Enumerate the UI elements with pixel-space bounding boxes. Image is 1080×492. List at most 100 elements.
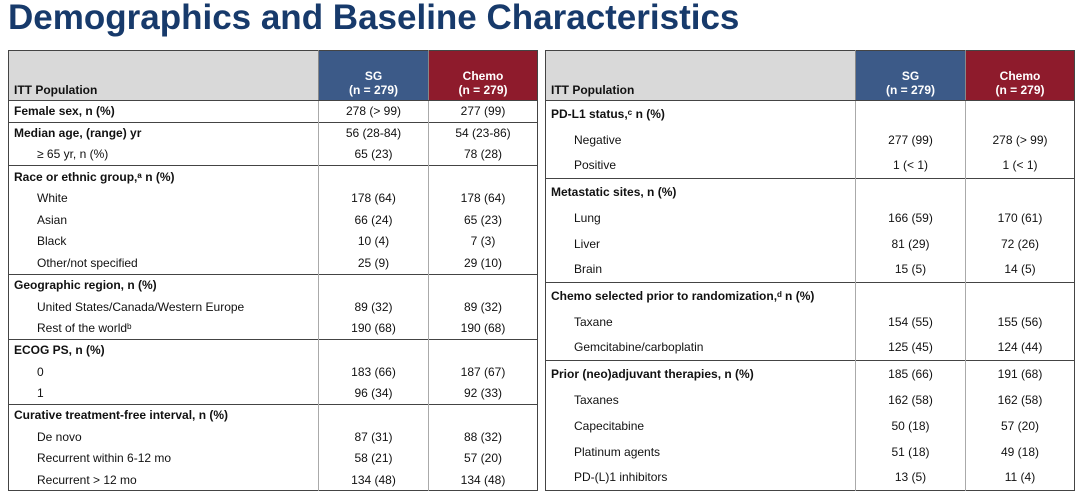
value-sg: 58 (21)	[318, 447, 429, 470]
row-label: Taxanes	[574, 392, 619, 407]
table-row: Liver 81 (29) 72 (26)	[546, 230, 1075, 257]
empty-cell	[428, 338, 538, 361]
header-label: ITT Population	[8, 50, 319, 101]
slide-title: Demographics and Baseline Characteristic…	[8, 0, 740, 37]
value-chemo: 92 (33)	[428, 382, 538, 405]
empty-cell	[855, 178, 966, 205]
row-label: Gemcitabine/carboplatin	[574, 340, 704, 355]
table-row: ≥ 65 yr, n (%) 65 (23) 78 (28)	[9, 143, 538, 166]
table-row: PD-(L)1 inhibitors 13 (5) 11 (4)	[546, 464, 1075, 491]
value-chemo: 57 (20)	[965, 412, 1075, 439]
value-sg: 89 (32)	[318, 295, 429, 318]
row-label: Capecitabine	[574, 418, 645, 433]
empty-cell	[428, 165, 538, 188]
header-text: (n = 279)	[348, 83, 399, 97]
data-table: ITT Population SG (n = 279) Chemo (n = 279) F…	[8, 50, 538, 492]
value-sg: 178 (64)	[318, 187, 429, 209]
value-chemo: 29 (10)	[428, 252, 538, 274]
table-row: 1 96 (34) 92 (33)	[9, 382, 538, 405]
value-sg: 134 (48)	[318, 469, 429, 491]
table-row: Chemo selected prior to randomization,ᵈ …	[545, 282, 1075, 309]
row-label: PD-(L)1 inhibitors	[574, 470, 668, 485]
value-sg: 96 (34)	[318, 382, 429, 405]
empty-cell	[855, 282, 966, 309]
row-label: Median age, (range) yr	[8, 121, 319, 144]
row-label: ECOG PS, n (%)	[8, 338, 319, 361]
table-row: Median age, (range) yr 56 (28-84) 54 (23-8…	[8, 121, 538, 144]
header-chemo: Chemo (n = 279)	[428, 50, 538, 101]
row-label: Liver	[574, 236, 601, 251]
table-row: Asian 66 (24) 65 (23)	[9, 208, 538, 231]
table-row: Brain 15 (5) 14 (5)	[546, 256, 1075, 283]
empty-cell	[318, 403, 429, 426]
table-row: United States/Canada/Western Europe 89 (3…	[9, 295, 538, 318]
value-chemo: 124 (44)	[965, 334, 1075, 361]
empty-cell	[318, 165, 429, 188]
value-sg: 51 (18)	[855, 438, 966, 465]
table-row: Taxanes 162 (58) 162 (58)	[546, 386, 1075, 413]
value-chemo: 187 (67)	[428, 360, 538, 383]
row-label: Recurrent within 6-12 mo	[37, 451, 172, 466]
value-sg: 65 (23)	[318, 143, 429, 166]
value-chemo: 14 (5)	[965, 256, 1075, 283]
header-row: ITT Population SG (n = 279) Chemo (n = 279)	[8, 50, 538, 101]
header-chemo: Chemo (n = 279)	[965, 50, 1075, 101]
row-label: Female sex, n (%)	[8, 100, 319, 123]
table-row: Geographic region, n (%)	[8, 273, 538, 296]
empty-cell	[965, 282, 1075, 309]
table-row: De novo 87 (31) 88 (32)	[9, 425, 538, 448]
empty-cell	[318, 273, 429, 296]
value-chemo: 78 (28)	[428, 143, 538, 166]
table-row: Positive 1 (< 1) 1 (< 1)	[546, 152, 1075, 179]
value-chemo: 178 (64)	[428, 187, 538, 209]
row-label: Recurrent > 12 mo	[37, 472, 137, 487]
value-sg: 87 (31)	[318, 425, 429, 448]
table-row: Gemcitabine/carboplatin 125 (45) 124 (44)	[546, 334, 1075, 361]
value-chemo: 190 (68)	[428, 317, 538, 340]
value-sg: 25 (9)	[318, 252, 429, 274]
row-label: White	[37, 191, 68, 206]
value-chemo: 11 (4)	[965, 464, 1075, 491]
row-label: Platinum agents	[574, 444, 661, 459]
value-sg: 13 (5)	[855, 464, 966, 491]
table-row: Rest of the worldᵇ 190 (68) 190 (68)	[9, 317, 538, 340]
table-row: Capecitabine 50 (18) 57 (20)	[546, 412, 1075, 439]
value-sg: 66 (24)	[318, 208, 429, 231]
table-row: Other/not specified 25 (9) 29 (10)	[9, 252, 538, 274]
row-label: Metastatic sites, n (%)	[545, 178, 856, 205]
header-text: Chemo	[999, 69, 1041, 83]
row-label: Positive	[574, 158, 617, 173]
value-chemo: 170 (61)	[965, 204, 1075, 231]
header-text: (n = 279)	[885, 83, 936, 97]
row-label: Black	[37, 234, 67, 249]
row-label: Curative treatment-free interval, n (%)	[8, 403, 319, 426]
table-row: PD-L1 status,ᶜ n (%)	[545, 100, 1075, 127]
row-label: Taxane	[574, 314, 613, 329]
value-sg: 166 (59)	[855, 204, 966, 231]
value-chemo: 54 (23-86)	[428, 121, 538, 144]
row-label: United States/Canada/Western Europe	[37, 299, 245, 314]
table-row: Recurrent > 12 mo 134 (48) 134 (48)	[9, 469, 538, 491]
value-sg: 56 (28-84)	[318, 121, 429, 144]
value-sg: 185 (66)	[855, 360, 966, 387]
table-row: Prior (neo)adjuvant therapies, n (%) 185 …	[545, 360, 1075, 387]
row-label: 0	[37, 364, 44, 379]
table-row: ECOG PS, n (%)	[8, 338, 538, 361]
table-row: Recurrent within 6-12 mo 58 (21) 57 (20)	[9, 447, 538, 470]
value-chemo: 57 (20)	[428, 447, 538, 470]
value-chemo: 89 (32)	[428, 295, 538, 318]
table-row: Negative 277 (99) 278 (> 99)	[546, 126, 1075, 153]
row-label: Prior (neo)adjuvant therapies, n (%)	[545, 360, 856, 387]
header-label: ITT Population	[545, 50, 856, 101]
table-row: White 178 (64) 178 (64)	[9, 187, 538, 209]
value-chemo: 88 (32)	[428, 425, 538, 448]
row-label: Brain	[574, 262, 603, 277]
row-label: Negative	[574, 132, 622, 147]
header-text: SG	[364, 69, 383, 83]
table-row: Taxane 154 (55) 155 (56)	[546, 308, 1075, 335]
header-text: Chemo	[462, 69, 504, 83]
value-sg: 10 (4)	[318, 230, 429, 253]
value-chemo: 1 (< 1)	[965, 152, 1075, 179]
value-sg: 15 (5)	[855, 256, 966, 283]
